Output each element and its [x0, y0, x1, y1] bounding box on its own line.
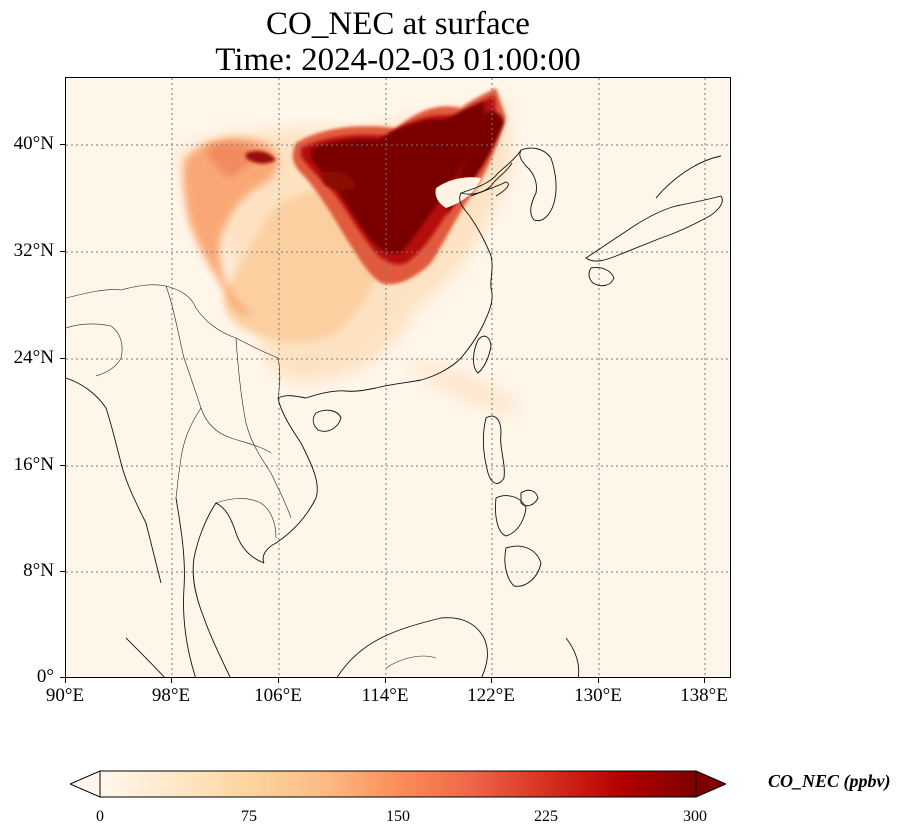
map-canvas: [66, 78, 730, 677]
colorbar-extend-max: [695, 770, 728, 798]
colorbar-tick-225: 225: [534, 808, 558, 825]
colorbar-tick-300: 300: [683, 808, 707, 825]
x-tick-label-130: 130°E: [574, 685, 622, 706]
map-panel: [65, 77, 731, 678]
x-tick-label-98: 98°E: [151, 685, 191, 706]
gridlines: [66, 78, 730, 677]
y-tick-mark-8: [60, 571, 65, 572]
x-tick-mark-98: [171, 678, 172, 683]
colorbar: [68, 770, 728, 798]
y-tick-label-24: 24°N: [13, 347, 54, 368]
y-tick-label-40: 40°N: [13, 133, 54, 154]
x-tick-label-106: 106°E: [254, 685, 302, 706]
colorbar-label: CO_NEC (ppbv): [768, 771, 891, 791]
country-borders: [66, 284, 437, 669]
colorbar-tick-0: 0: [96, 808, 104, 825]
x-tick-mark-106: [278, 678, 279, 683]
y-tick-mark-0: [60, 677, 65, 678]
y-tick-label-16: 16°N: [13, 454, 54, 475]
x-tick-mark-138: [704, 678, 705, 683]
y-tick-mark-24: [60, 358, 65, 359]
x-tick-label-122: 122°E: [467, 685, 515, 706]
coastlines: [66, 147, 723, 677]
y-tick-label-0: 0°: [36, 666, 54, 687]
x-tick-mark-130: [598, 678, 599, 683]
co-plume: [176, 88, 519, 413]
colorbar-tick-75: 75: [241, 808, 257, 825]
colorbar-svg: [68, 770, 728, 798]
colorbar-tick-150: 150: [386, 808, 410, 825]
x-tick-mark-122: [491, 678, 492, 683]
map-title-line1: CO_NEC at surface: [266, 6, 530, 42]
colorbar-gradient: [99, 770, 697, 798]
x-tick-label-114: 114°E: [361, 685, 409, 706]
y-tick-mark-32: [60, 251, 65, 252]
y-tick-label-8: 8°N: [23, 560, 54, 581]
y-tick-label-32: 32°N: [13, 240, 54, 261]
x-tick-mark-90: [65, 678, 66, 683]
map-title-line2: Time: 2024-02-03 01:00:00: [215, 42, 581, 78]
x-tick-label-138: 138°E: [680, 685, 728, 706]
y-tick-mark-40: [60, 144, 65, 145]
x-tick-mark-114: [385, 678, 386, 683]
colorbar-extend-min: [68, 770, 101, 798]
y-tick-mark-16: [60, 465, 65, 466]
x-tick-label-90: 90°E: [45, 685, 85, 706]
